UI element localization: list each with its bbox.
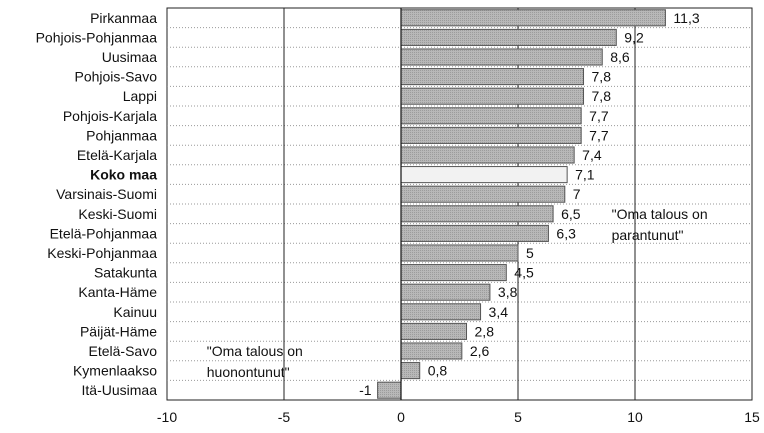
data-label-kymenlaakso: 0,8	[428, 363, 448, 379]
data-label-satakunta: 4,5	[514, 265, 534, 281]
category-label-kainuu: Kainuu	[113, 304, 157, 320]
category-label-satakunta: Satakunta	[94, 265, 157, 281]
category-label-kymenlaakso: Kymenlaakso	[73, 363, 157, 379]
bar-paijat-hame	[400, 322, 468, 340]
data-label-etela-pohjanmaa: 6,3	[556, 225, 576, 241]
bar-varsinais-suomi	[400, 185, 566, 203]
category-label-keski-pohjanmaa: Keski-Pohjanmaa	[47, 245, 157, 261]
x-tick-label: 5	[514, 409, 522, 425]
data-label-lappi: 7,8	[592, 88, 612, 104]
data-label-keski-suomi: 6,5	[561, 206, 581, 222]
annotation-2: "Oma talous on huonontunut"	[207, 343, 303, 380]
bar-kainuu	[400, 303, 482, 321]
category-label-pohjois-pohjanmaa: Pohjois-Pohjanmaa	[36, 29, 158, 45]
bar-etela-savo	[400, 342, 463, 360]
x-tick-label: 10	[627, 409, 643, 425]
data-label-paijat-hame: 2,8	[475, 323, 495, 339]
category-label-lappi: Lappi	[123, 88, 157, 104]
x-tick-label: -5	[278, 409, 291, 425]
category-label-pohjois-karjala: Pohjois-Karjala	[63, 108, 157, 124]
bar-kanta-hame	[400, 283, 491, 301]
x-tick-label: 0	[397, 409, 405, 425]
data-label-ita-uusimaa: -1	[359, 382, 372, 398]
bar-pohjois-pohjanmaa	[400, 28, 617, 46]
data-label-etela-karjala: 7,4	[582, 147, 602, 163]
bar-uusimaa	[400, 48, 603, 66]
data-label-pohjois-savo: 7,8	[592, 69, 612, 85]
bar-pohjanmaa	[400, 126, 582, 144]
category-label-varsinais-suomi: Varsinais-Suomi	[56, 186, 157, 202]
category-label-ita-uusimaa: Itä-Uusimaa	[82, 382, 158, 398]
bar-keski-suomi	[400, 205, 554, 223]
data-label-pohjanmaa: 7,7	[589, 127, 609, 143]
category-label-uusimaa: Uusimaa	[102, 49, 157, 65]
bar-ita-uusimaa	[377, 381, 402, 399]
annotation-1: "Oma talous on parantunut"	[612, 206, 708, 243]
bar-pohjois-savo	[400, 68, 585, 86]
data-label-etela-savo: 2,6	[470, 343, 490, 359]
data-label-uusimaa: 8,6	[610, 49, 630, 65]
bar-satakunta	[400, 264, 507, 282]
data-label-kainuu: 3,4	[489, 304, 509, 320]
category-label-pohjanmaa: Pohjanmaa	[86, 127, 157, 143]
bar-keski-pohjanmaa	[400, 244, 519, 262]
category-label-paijat-hame: Päijät-Häme	[80, 323, 157, 339]
bar-pohjois-karjala	[400, 107, 582, 125]
bar-kymenlaakso	[400, 362, 421, 380]
data-label-keski-pohjanmaa: 5	[526, 245, 534, 261]
data-label-pohjois-pohjanmaa: 9,2	[624, 29, 644, 45]
data-label-kanta-hame: 3,8	[498, 284, 518, 300]
category-label-kanta-hame: Kanta-Häme	[78, 284, 157, 300]
data-label-koko-maa: 7,1	[575, 167, 595, 183]
bar-koko-maa	[400, 166, 568, 184]
bar-lappi	[400, 87, 585, 105]
x-tick-label: 15	[744, 409, 760, 425]
data-label-varsinais-suomi: 7	[573, 186, 581, 202]
category-label-pirkanmaa: Pirkanmaa	[90, 10, 157, 26]
category-label-keski-suomi: Keski-Suomi	[78, 206, 157, 222]
category-label-pohjois-savo: Pohjois-Savo	[75, 69, 158, 85]
bar-etela-pohjanmaa	[400, 224, 549, 242]
category-label-etela-karjala: Etelä-Karjala	[77, 147, 157, 163]
data-label-pirkanmaa: 11,3	[673, 10, 699, 26]
bar-etela-karjala	[400, 146, 575, 164]
category-label-koko-maa: Koko maa	[90, 167, 157, 183]
bar-pirkanmaa	[400, 9, 666, 27]
category-label-etela-pohjanmaa: Etelä-Pohjanmaa	[50, 225, 158, 241]
category-label-etela-savo: Etelä-Savo	[89, 343, 158, 359]
x-tick-label: -10	[157, 409, 177, 425]
data-label-pohjois-karjala: 7,7	[589, 108, 609, 124]
